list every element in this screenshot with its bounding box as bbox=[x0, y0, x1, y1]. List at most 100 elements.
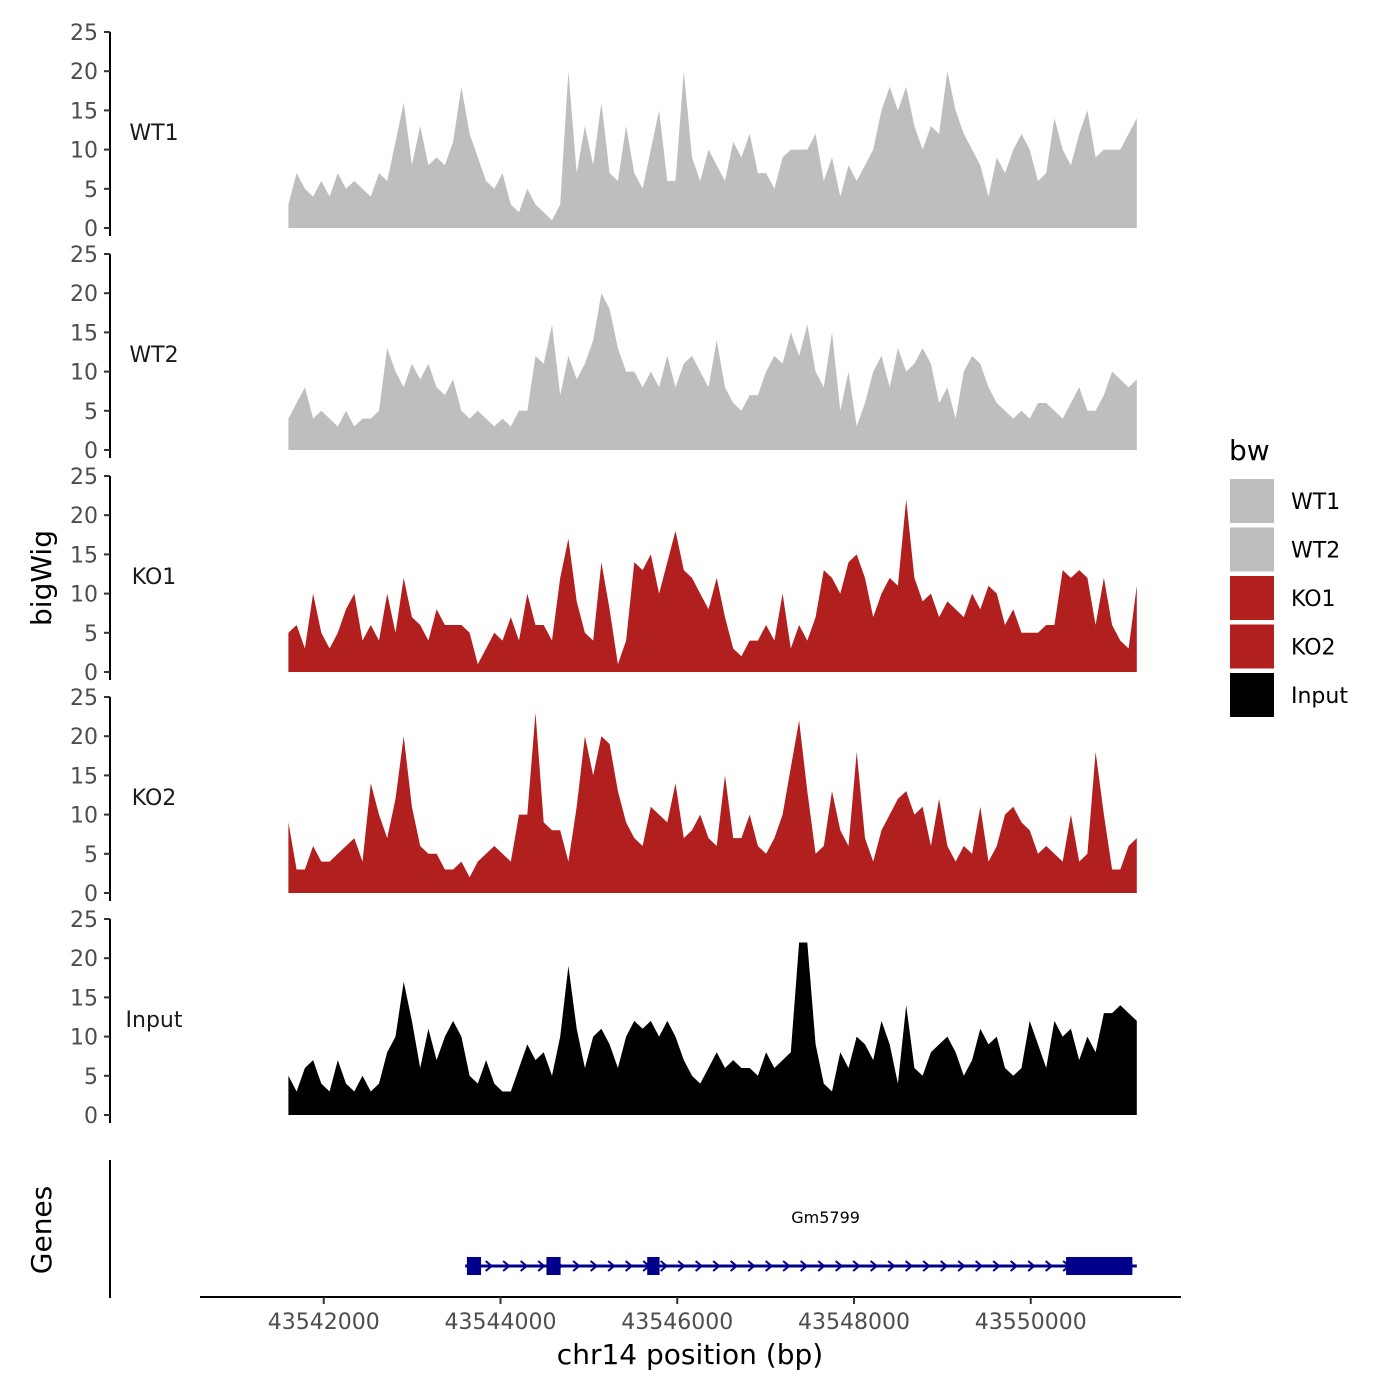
gene-name-label: Gm5799 bbox=[791, 1208, 860, 1227]
legend-key-wt1 bbox=[1230, 479, 1274, 523]
legend-label-wt1: WT1 bbox=[1291, 490, 1340, 515]
y-tick-label: 0 bbox=[84, 1104, 98, 1129]
strand-chevron bbox=[694, 1260, 704, 1272]
strand-chevron bbox=[782, 1260, 791, 1272]
strand-chevron bbox=[659, 1260, 669, 1272]
y-tick-label: 15 bbox=[70, 543, 98, 568]
y-tick-label: 0 bbox=[84, 439, 98, 464]
y-tick-label: 25 bbox=[70, 21, 98, 46]
strand-chevron bbox=[1027, 1260, 1036, 1272]
strand-chevron bbox=[834, 1260, 844, 1272]
y-tick-label: 20 bbox=[70, 504, 98, 529]
y-tick-label: 20 bbox=[70, 947, 98, 972]
coverage-area-wt2 bbox=[288, 293, 1137, 450]
y-tick-label: 15 bbox=[70, 321, 98, 346]
strand-chevron bbox=[852, 1260, 861, 1272]
strand-chevron bbox=[1044, 1260, 1054, 1272]
legend-label-input: Input bbox=[1291, 684, 1348, 709]
y-tick-label: 25 bbox=[70, 243, 98, 268]
track-label-wt1: WT1 bbox=[129, 121, 178, 146]
strand-chevron bbox=[607, 1260, 616, 1272]
track-label-ko2: KO2 bbox=[132, 786, 177, 811]
y-tick-label: 10 bbox=[70, 583, 98, 608]
legend-key-ko1 bbox=[1230, 576, 1274, 620]
strand-chevron bbox=[904, 1260, 914, 1272]
track-label-ko1: KO1 bbox=[132, 565, 177, 590]
legend-key-wt2 bbox=[1230, 527, 1274, 572]
legend-label-wt2: WT2 bbox=[1291, 539, 1340, 564]
y-tick-label: 20 bbox=[70, 725, 98, 750]
strand-chevron bbox=[712, 1260, 721, 1272]
legend-label-ko1: KO1 bbox=[1291, 587, 1336, 612]
y-tick-label: 25 bbox=[70, 686, 98, 711]
strand-chevron bbox=[817, 1260, 826, 1272]
y-tick-label: 5 bbox=[84, 1065, 98, 1090]
y-tick-label: 5 bbox=[84, 622, 98, 647]
strand-chevron bbox=[572, 1260, 581, 1272]
strand-chevron bbox=[589, 1260, 599, 1272]
x-tick-label: 43546000 bbox=[621, 1310, 733, 1335]
strand-chevron bbox=[939, 1260, 949, 1272]
strand-chevron bbox=[922, 1260, 931, 1272]
x-axis-title: chr14 position (bp) bbox=[557, 1338, 823, 1371]
gene-exon-3 bbox=[647, 1257, 660, 1275]
coverage-area-input bbox=[288, 942, 1137, 1115]
track-label-input: Input bbox=[126, 1008, 183, 1033]
x-axis: 43542000 43544000 43546000 43548000 43550000 bbox=[200, 1296, 1181, 1335]
y-tick-label: 15 bbox=[70, 986, 98, 1011]
y-tick-label: 10 bbox=[70, 1026, 98, 1051]
strand-chevron bbox=[957, 1260, 966, 1272]
gene-panel: Gm5799 bbox=[109, 1160, 1137, 1298]
y-tick-label: 10 bbox=[70, 361, 98, 386]
strand-chevron bbox=[537, 1260, 546, 1272]
y-tick-label: 5 bbox=[84, 843, 98, 868]
strand-chevron bbox=[677, 1260, 686, 1272]
track-wt2: 0 5 10 15 20 25 WT2 bbox=[70, 243, 1137, 464]
y-tick-label: 0 bbox=[84, 217, 98, 242]
strand-chevron bbox=[1009, 1260, 1019, 1272]
y-tick-label: 15 bbox=[70, 99, 98, 124]
genes-axis-title: Genes bbox=[25, 1186, 58, 1274]
strand-chevron bbox=[484, 1260, 494, 1272]
track-label-wt2: WT2 bbox=[129, 343, 178, 368]
y-tick-label: 25 bbox=[70, 465, 98, 490]
x-tick-label: 43544000 bbox=[444, 1310, 556, 1335]
track-input: 0 5 10 15 20 25 Input bbox=[70, 908, 1137, 1129]
tracks-layer: 0 5 10 15 20 25 WT1 0 5 10 15 20 25 WT2 0 5 10 15 20 25 KO1 0… bbox=[70, 21, 1137, 1129]
track-ko1: 0 5 10 15 20 25 KO1 bbox=[70, 465, 1137, 686]
y-tick-label: 20 bbox=[70, 282, 98, 307]
coverage-area-wt1 bbox=[288, 71, 1137, 228]
strand-chevron bbox=[764, 1260, 774, 1272]
y-tick-label: 25 bbox=[70, 908, 98, 933]
legend-label-ko2: KO2 bbox=[1291, 636, 1336, 661]
x-tick-label: 43542000 bbox=[268, 1310, 380, 1335]
y-tick-label: 10 bbox=[70, 804, 98, 829]
y-tick-label: 5 bbox=[84, 178, 98, 203]
x-tick-label: 43550000 bbox=[975, 1310, 1087, 1335]
strand-chevron bbox=[624, 1260, 634, 1272]
strand-chevron bbox=[887, 1260, 896, 1272]
legend: bw WT1 WT2 KO1 KO2 Input bbox=[1229, 434, 1348, 717]
strand-chevron bbox=[729, 1260, 739, 1272]
gene-exon-2 bbox=[546, 1257, 561, 1275]
strand-chevron bbox=[799, 1260, 809, 1272]
strand-chevron bbox=[869, 1260, 879, 1272]
y-axis-title: bigWig bbox=[25, 530, 58, 626]
x-tick-label: 43548000 bbox=[798, 1310, 910, 1335]
strand-chevron bbox=[747, 1260, 756, 1272]
gene-exon-1 bbox=[466, 1257, 482, 1275]
track-wt1: 0 5 10 15 20 25 WT1 bbox=[70, 21, 1137, 242]
strand-chevron bbox=[502, 1260, 511, 1272]
y-tick-label: 15 bbox=[70, 764, 98, 789]
coverage-area-ko2 bbox=[288, 712, 1137, 893]
legend-title: bw bbox=[1229, 434, 1270, 467]
y-tick-label: 10 bbox=[70, 139, 98, 164]
strand-chevron bbox=[992, 1260, 1001, 1272]
legend-key-ko2 bbox=[1230, 624, 1274, 669]
gene-exon-4 bbox=[1066, 1257, 1133, 1275]
coverage-area-ko1 bbox=[288, 499, 1137, 672]
strand-chevron bbox=[519, 1260, 529, 1272]
strand-chevron bbox=[974, 1260, 984, 1272]
